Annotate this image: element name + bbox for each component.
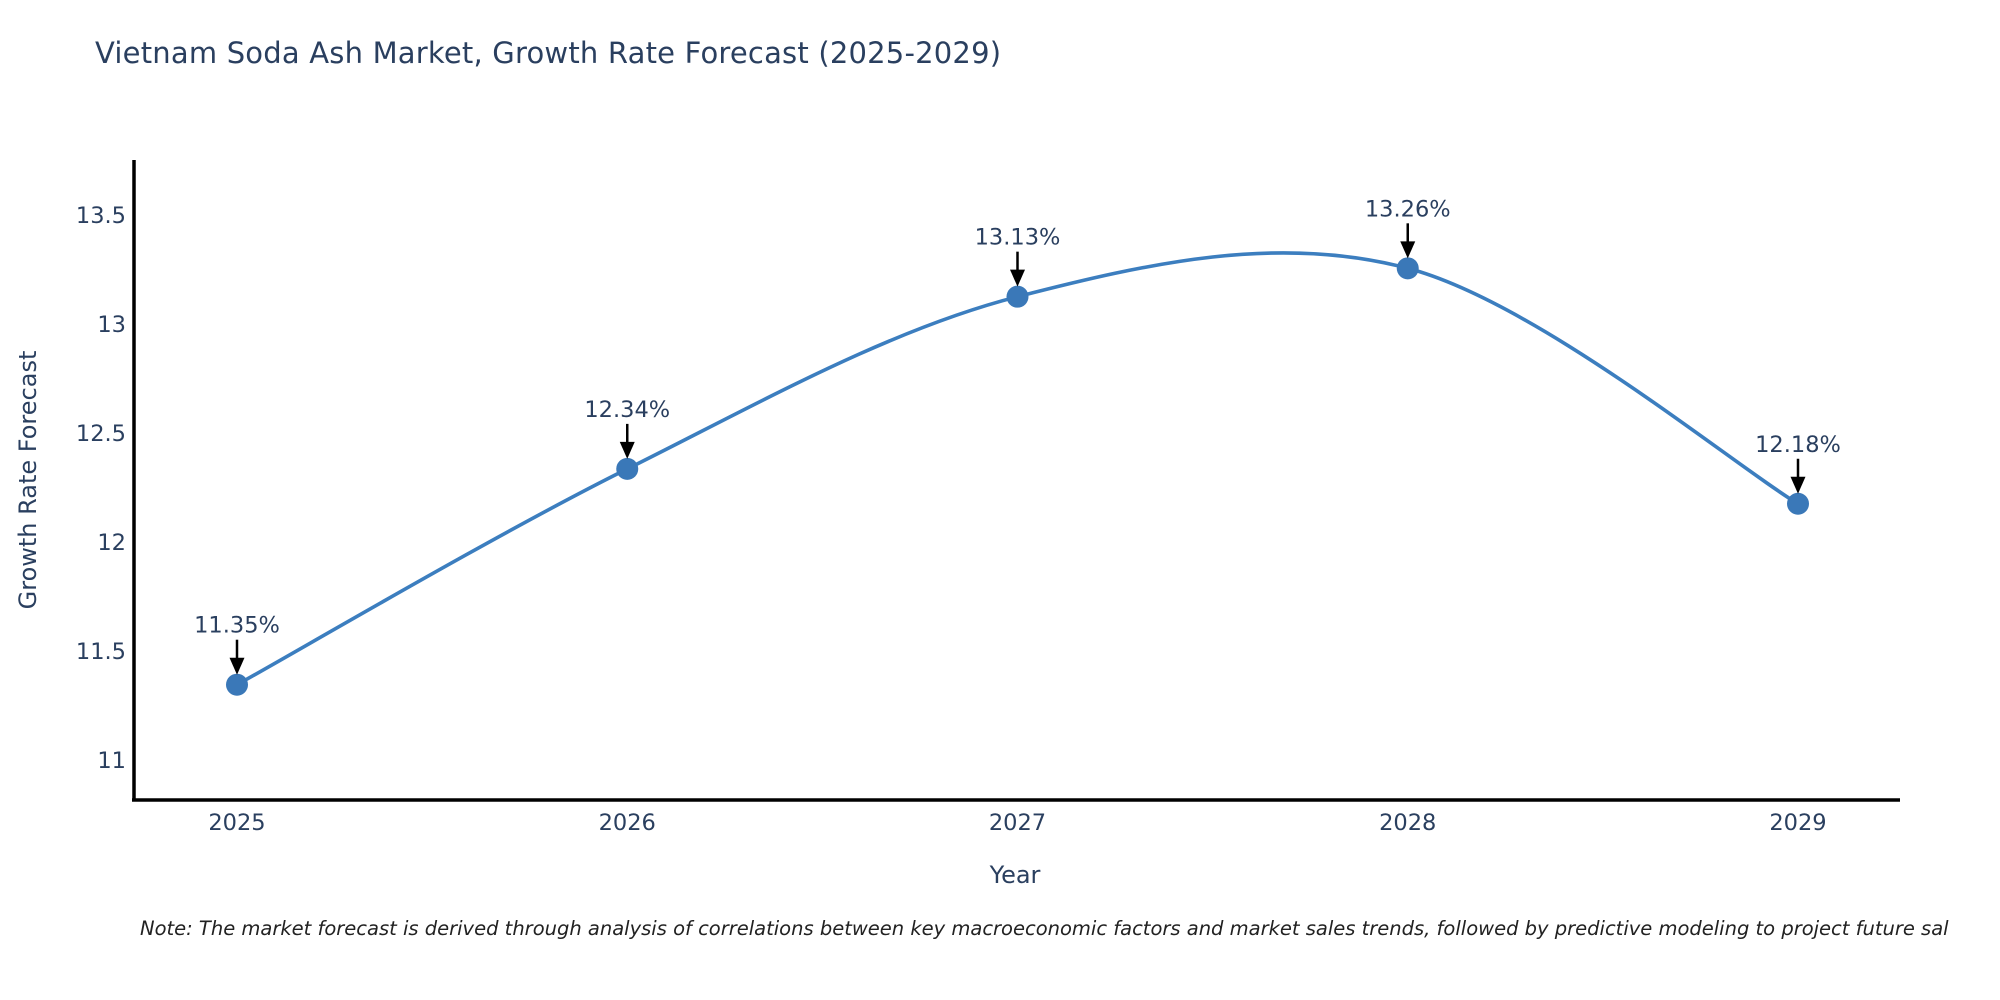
annotation-arrowhead-icon [619, 441, 635, 459]
annotation-value-label: 12.34% [584, 397, 670, 423]
data-point-2028[interactable] [1396, 257, 1419, 280]
x-tick-label: 2025 [208, 810, 265, 836]
annotation-arrowhead-icon [1400, 241, 1416, 259]
y-axis-title: Growth Rate Forecast [14, 350, 42, 610]
annotation-value-label: 12.18% [1755, 432, 1841, 458]
annotation-arrowhead-icon [1010, 269, 1025, 287]
chart-title: Vietnam Soda Ash Market, Growth Rate For… [95, 36, 1002, 70]
y-tick-label: 13.5 [76, 203, 126, 229]
footnote: Note: The market forecast is derived thr… [140, 917, 1949, 940]
forecast-spline-line [236, 251, 1799, 687]
annotation-value-label: 13.13% [975, 225, 1061, 251]
annotation-arrowhead-icon [229, 657, 245, 675]
annotation-value-label: 13.26% [1365, 196, 1451, 222]
x-tick-label: 2028 [1379, 810, 1436, 836]
x-tick-label: 2026 [599, 810, 656, 836]
y-tick-label: 13 [97, 312, 126, 338]
data-point-2026[interactable] [616, 457, 639, 480]
data-point-2029[interactable] [1787, 492, 1809, 515]
x-tick-label: 2027 [989, 810, 1046, 836]
annotation-value-label: 11.35% [194, 613, 280, 639]
data-point-2025[interactable] [226, 673, 248, 696]
y-tick-label: 11 [97, 748, 126, 774]
x-axis-title: Year [989, 861, 1041, 889]
data-point-2027[interactable] [1006, 285, 1029, 308]
y-tick-label: 12.5 [76, 421, 126, 447]
y-tick-label: 12 [97, 530, 126, 556]
y-tick-label: 11.5 [76, 639, 126, 665]
annotation-arrowhead-icon [1790, 476, 1806, 494]
x-tick-label: 2029 [1769, 810, 1826, 836]
